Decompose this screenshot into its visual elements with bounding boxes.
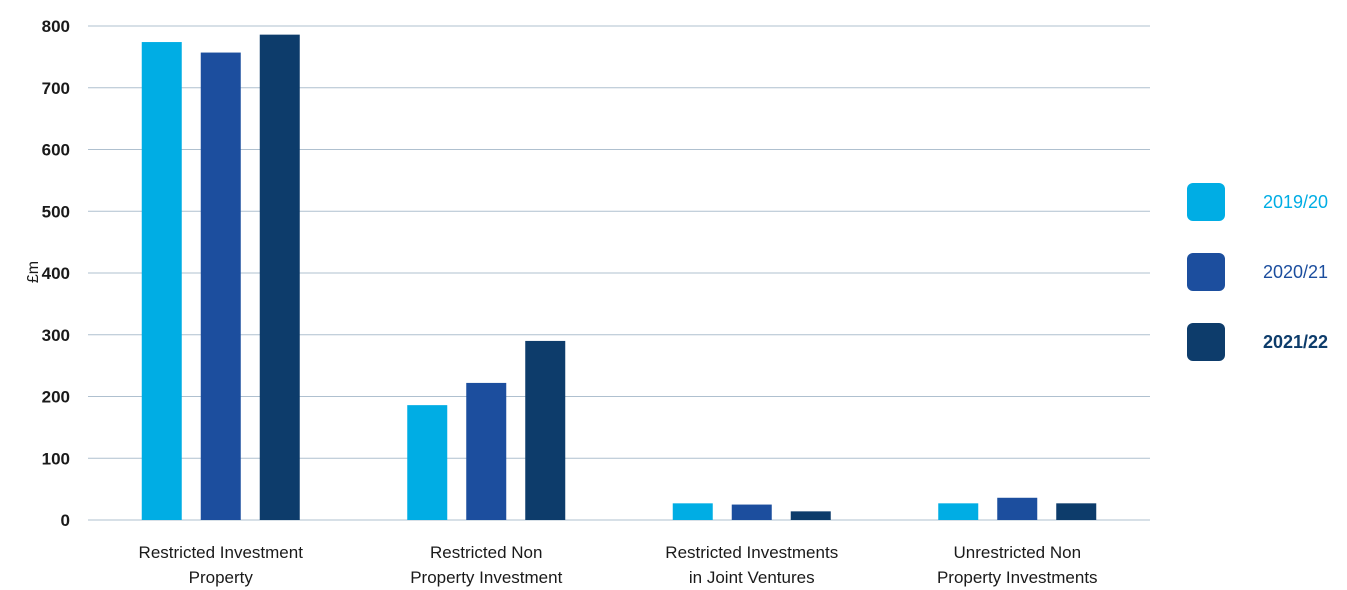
legend-swatch [1187, 183, 1225, 221]
x-category-label: Unrestricted Non Property Investments [937, 543, 1098, 587]
bar [938, 503, 979, 520]
bar [731, 504, 772, 520]
y-tick-label: 400 [42, 264, 70, 283]
y-tick-label: 600 [42, 141, 70, 160]
y-tick-label: 800 [42, 17, 70, 36]
gridlines [88, 25, 1150, 521]
bar [997, 497, 1038, 520]
legend: 2019/20 2020/21 2021/22 [1187, 183, 1328, 361]
legend-label: 2019/20 [1263, 192, 1328, 212]
y-tick-label: 0 [61, 511, 70, 530]
bar [407, 405, 448, 520]
x-category-label: Restricted Investments in Joint Ventures [665, 543, 838, 587]
legend-label: 2021/22 [1263, 332, 1328, 352]
bar [790, 511, 831, 520]
y-axis-label: £m [25, 261, 42, 283]
bar [1056, 503, 1097, 520]
x-category-label: Restricted Non Property Investment [410, 543, 562, 587]
bar [466, 382, 507, 520]
y-tick-label: 700 [42, 79, 70, 98]
y-axis-ticks: 0 100 200 300 400 500 600 700 800 [42, 17, 70, 530]
legend-swatch [1187, 323, 1225, 361]
bar [525, 340, 566, 520]
bar [200, 52, 241, 521]
bar [259, 34, 300, 521]
bar [141, 42, 182, 521]
y-tick-label: 100 [42, 449, 70, 468]
y-tick-label: 500 [42, 202, 70, 221]
legend-label: 2020/21 [1263, 262, 1328, 282]
y-tick-label: 300 [42, 326, 70, 345]
x-axis-labels: Restricted Investment Property Restricted … [139, 543, 1098, 587]
y-tick-label: 200 [42, 388, 70, 407]
bar [672, 503, 713, 520]
x-category-label: Restricted Investment Property [139, 543, 304, 587]
bars [141, 34, 1097, 521]
legend-swatch [1187, 253, 1225, 291]
